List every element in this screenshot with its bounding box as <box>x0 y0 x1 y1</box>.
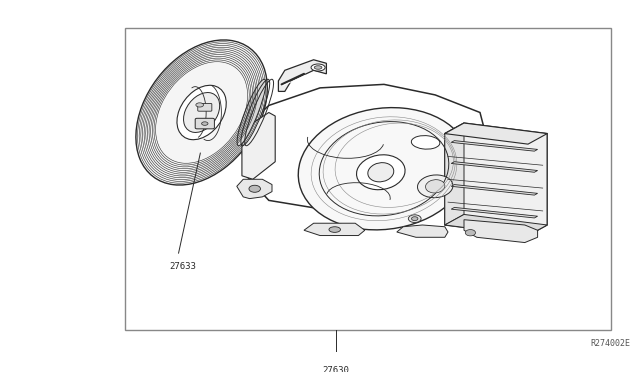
Polygon shape <box>304 223 365 235</box>
Ellipse shape <box>356 155 405 190</box>
Ellipse shape <box>314 66 322 69</box>
Polygon shape <box>445 123 547 235</box>
Bar <box>125 28 611 330</box>
Ellipse shape <box>249 185 260 192</box>
Ellipse shape <box>196 103 204 107</box>
Polygon shape <box>242 84 486 211</box>
Ellipse shape <box>368 163 394 182</box>
Ellipse shape <box>412 217 418 221</box>
Polygon shape <box>445 214 547 235</box>
Polygon shape <box>464 220 538 243</box>
Ellipse shape <box>202 122 208 125</box>
Ellipse shape <box>417 175 453 198</box>
Ellipse shape <box>298 108 470 230</box>
Polygon shape <box>451 208 538 218</box>
FancyBboxPatch shape <box>195 118 214 129</box>
Polygon shape <box>278 60 326 92</box>
Ellipse shape <box>412 136 440 149</box>
Polygon shape <box>237 179 272 199</box>
Ellipse shape <box>311 64 325 71</box>
Ellipse shape <box>329 227 340 232</box>
Polygon shape <box>445 123 464 225</box>
Ellipse shape <box>136 40 268 185</box>
Polygon shape <box>451 185 538 195</box>
Polygon shape <box>242 112 275 179</box>
FancyBboxPatch shape <box>198 103 212 111</box>
Text: 27630: 27630 <box>323 366 349 372</box>
Polygon shape <box>451 141 538 151</box>
Text: R274002E: R274002E <box>590 339 630 348</box>
Polygon shape <box>451 162 538 172</box>
Text: 27633: 27633 <box>169 262 196 271</box>
Ellipse shape <box>426 180 445 193</box>
Ellipse shape <box>177 85 227 140</box>
Ellipse shape <box>408 215 421 222</box>
Ellipse shape <box>184 93 220 132</box>
Polygon shape <box>397 225 448 237</box>
Polygon shape <box>445 123 547 144</box>
Ellipse shape <box>465 230 476 236</box>
Ellipse shape <box>237 79 266 146</box>
